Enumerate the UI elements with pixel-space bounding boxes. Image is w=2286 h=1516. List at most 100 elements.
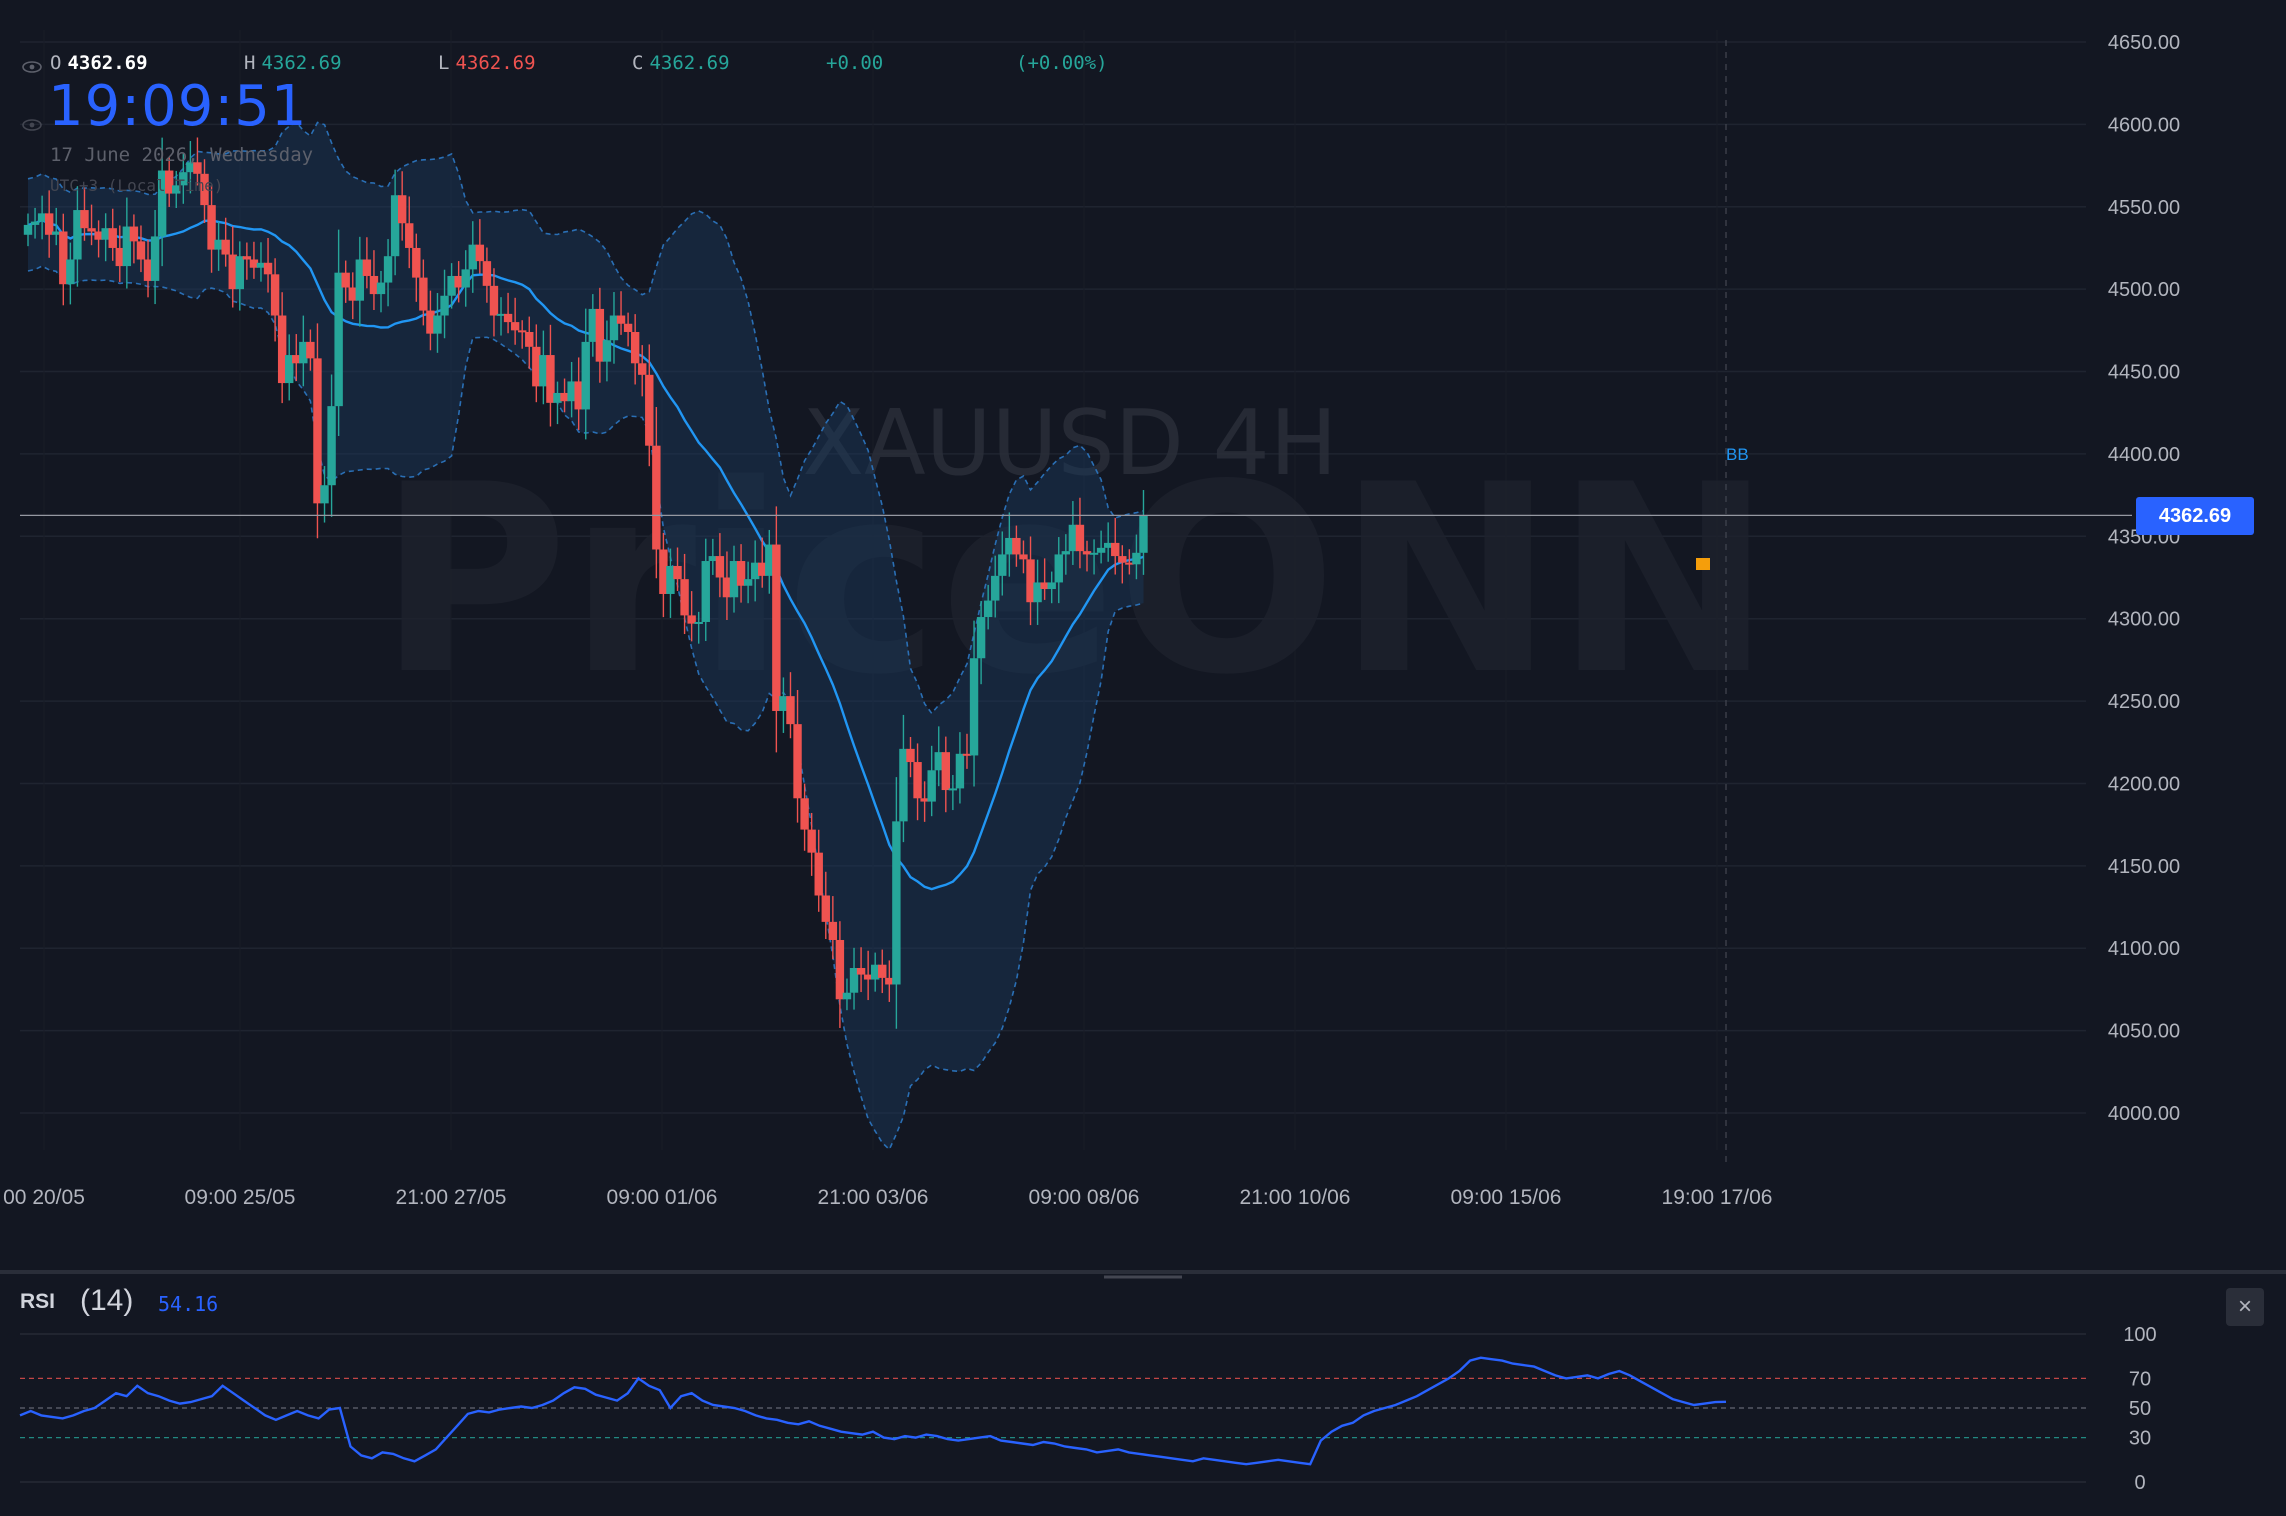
candle [708,538,718,575]
y-tick-label: 4300.00 [2108,609,2180,631]
candle [334,229,343,437]
eye-icon[interactable] [22,60,42,74]
candle [475,219,485,274]
candle [172,170,181,209]
candle [849,947,859,1010]
candle-body [108,228,117,248]
candle-body [588,308,597,342]
rsi-value: 54.16 [158,1292,219,1316]
candle [306,329,315,371]
candle-body [906,748,915,763]
candle [553,381,562,425]
candle-body [419,277,428,311]
candle-body [652,445,661,550]
candle [327,374,336,517]
bb-upper [27,121,1144,715]
candle-body [23,224,33,235]
candle-body [1096,547,1106,553]
candle [355,236,365,327]
x-tick-label: 09:00 25/05 [185,1186,296,1209]
candle [454,261,463,303]
candle [680,553,689,635]
candle-body [94,231,103,240]
candle [729,545,739,613]
candle [115,225,124,282]
candle [256,242,266,282]
candle [962,733,972,769]
candle [715,533,725,598]
candle-body [136,241,146,260]
candle-body [863,974,873,980]
bb-fill [28,122,1144,1150]
candle-body [673,565,682,580]
candle [779,677,788,733]
candle-body [397,195,407,224]
candle-body [934,752,943,771]
candle [871,952,880,992]
timezone-text: UTC+3 (Local Time) [50,176,224,195]
candle [200,159,209,223]
rsi-tick-label: 50 [2129,1398,2151,1420]
candle-body [355,259,365,301]
candle-body [214,239,223,250]
candle-body [828,921,838,940]
candle [814,829,823,912]
candle [800,783,809,851]
candle-body [913,762,922,799]
y-tick-label: 4150.00 [2108,856,2180,878]
candle-body [285,355,294,384]
candle [292,334,301,382]
candle-body [609,315,619,341]
candle [299,315,308,387]
candle [1026,536,1035,626]
candle [807,812,816,876]
candle-body [892,821,901,985]
candle [546,324,555,427]
rsi-tick-label: 70 [2129,1368,2151,1390]
eye-icon[interactable] [22,118,42,132]
candle-body [412,247,421,278]
candle [193,137,202,186]
candle-body [581,341,590,410]
candle [630,314,640,385]
candle-body [842,992,852,1000]
candle [920,781,929,822]
rsi-title: RSI [20,1290,56,1313]
candle [906,736,915,778]
candle-body [701,561,710,622]
candle [59,213,68,306]
candle-body [1061,551,1071,555]
candle [765,529,774,594]
rsi-pane: 100 70 50 30 0 [19,1324,2157,1494]
candle [1096,530,1106,564]
candle [1005,512,1014,577]
candle-body [73,210,82,260]
candle-body [362,259,372,276]
candle-body [1075,524,1085,552]
candle [616,291,626,335]
x-tick-label: 09:00 01/06 [607,1186,718,1209]
candle [348,272,357,320]
candle-body [277,315,287,384]
candle-body [885,977,894,985]
candle [489,268,499,337]
candle-body [722,577,732,598]
close-pane-button[interactable]: × [2226,1288,2264,1326]
candle [1061,534,1071,575]
candle [242,242,252,280]
candle-body [52,231,61,235]
candle [609,292,619,364]
ohlc-open: O 4362.69 [50,52,148,74]
candle [1125,549,1134,575]
candle-body [779,696,788,711]
candle [1068,501,1078,565]
rsi-tick-label: 0 [2134,1472,2145,1494]
ohlc-low-value: 4362.69 [455,52,536,74]
candle [73,186,82,287]
candle [1139,490,1148,575]
candle [1075,497,1085,569]
candle [412,233,421,302]
candle [285,334,294,401]
candle-body [1068,524,1078,552]
candle [1082,540,1092,572]
